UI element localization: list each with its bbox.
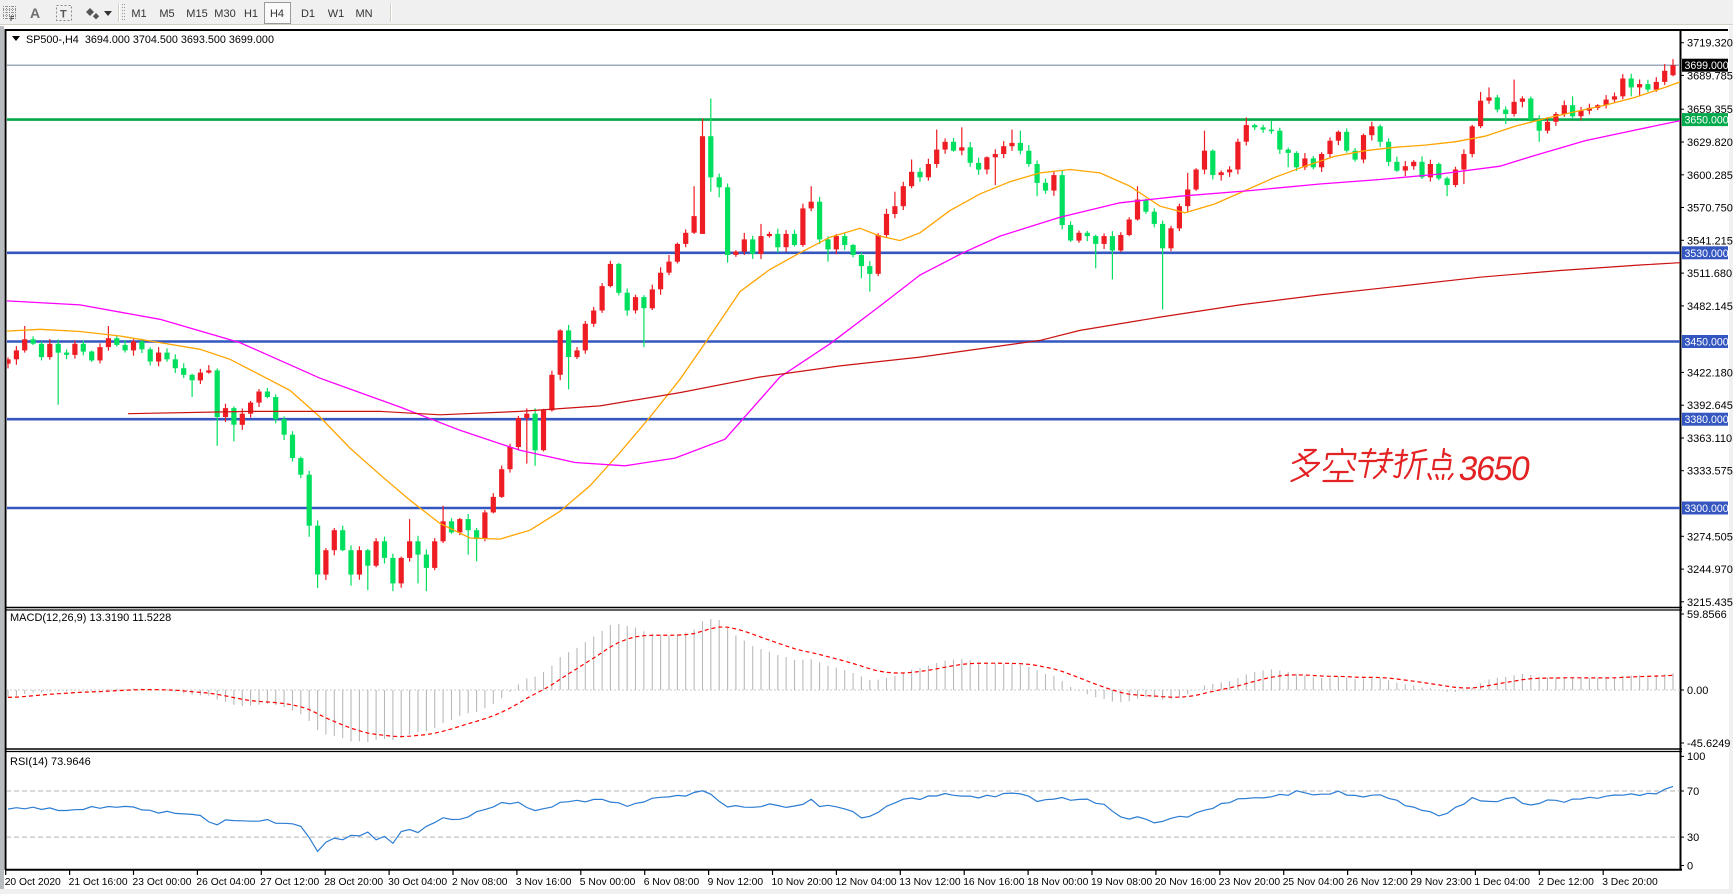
svg-text:26 Nov 12:00: 26 Nov 12:00 (1347, 877, 1409, 888)
svg-text:MN: MN (355, 8, 372, 20)
svg-text:3244.970: 3244.970 (1687, 564, 1733, 576)
svg-text:5 Nov 00:00: 5 Nov 00:00 (580, 877, 636, 888)
svg-text:9 Nov 12:00: 9 Nov 12:00 (708, 877, 764, 888)
svg-text:20 Oct 2020: 20 Oct 2020 (5, 877, 61, 888)
svg-text:3530.000: 3530.000 (1685, 248, 1729, 260)
svg-text:3600.285: 3600.285 (1687, 170, 1733, 182)
svg-text:23 Nov 20:00: 23 Nov 20:00 (1219, 877, 1281, 888)
svg-text:3215.435: 3215.435 (1687, 597, 1733, 609)
svg-text:M5: M5 (159, 8, 174, 20)
svg-text:0.00: 0.00 (1687, 685, 1708, 697)
svg-text:3422.180: 3422.180 (1687, 367, 1733, 379)
svg-text:100: 100 (1687, 751, 1705, 763)
svg-text:A: A (30, 5, 40, 21)
svg-text:M1: M1 (131, 8, 146, 20)
svg-text:3650: 3650 (1457, 450, 1532, 488)
svg-text:3650.000: 3650.000 (1685, 115, 1729, 127)
svg-text:M15: M15 (186, 8, 207, 20)
svg-text:T: T (60, 9, 67, 21)
svg-text:3541.215: 3541.215 (1687, 235, 1733, 247)
svg-text:23 Oct 00:00: 23 Oct 00:00 (133, 877, 192, 888)
svg-text:20 Nov 16:00: 20 Nov 16:00 (1155, 877, 1217, 888)
svg-text:16 Nov 16:00: 16 Nov 16:00 (963, 877, 1025, 888)
svg-text:F: F (10, 16, 15, 23)
svg-text:18 Nov 00:00: 18 Nov 00:00 (1027, 877, 1089, 888)
svg-text:21 Oct 16:00: 21 Oct 16:00 (69, 877, 128, 888)
svg-text:30 Oct 04:00: 30 Oct 04:00 (388, 877, 447, 888)
svg-text:3274.505: 3274.505 (1687, 531, 1733, 543)
svg-text:27 Oct 12:00: 27 Oct 12:00 (260, 877, 319, 888)
svg-text:RSI(14) 73.9646: RSI(14) 73.9646 (10, 756, 91, 768)
svg-text:D1: D1 (301, 8, 315, 20)
svg-text:25 Nov 04:00: 25 Nov 04:00 (1283, 877, 1345, 888)
svg-text:-45.6249: -45.6249 (1687, 738, 1730, 750)
svg-text:W1: W1 (328, 8, 345, 20)
svg-text:3629.820: 3629.820 (1687, 137, 1733, 149)
svg-text:30: 30 (1687, 832, 1699, 844)
svg-text:3450.000: 3450.000 (1685, 337, 1729, 349)
svg-text:3511.680: 3511.680 (1687, 268, 1732, 280)
svg-text:1 Dec 04:00: 1 Dec 04:00 (1474, 877, 1530, 888)
svg-text:3 Nov 16:00: 3 Nov 16:00 (516, 877, 572, 888)
svg-text:SP500-,H4 3694.000 3704.500 3: SP500-,H4 3694.000 3704.500 3693.500 369… (26, 34, 274, 46)
svg-text:59.8566: 59.8566 (1687, 609, 1727, 621)
svg-text:M30: M30 (214, 8, 235, 20)
svg-text:2 Nov 08:00: 2 Nov 08:00 (452, 877, 508, 888)
svg-text:19 Nov 08:00: 19 Nov 08:00 (1091, 877, 1153, 888)
svg-text:29 Nov 23:00: 29 Nov 23:00 (1411, 877, 1473, 888)
svg-text:6 Nov 08:00: 6 Nov 08:00 (644, 877, 700, 888)
svg-text:3570.750: 3570.750 (1687, 203, 1733, 215)
svg-text:13 Nov 12:00: 13 Nov 12:00 (899, 877, 961, 888)
svg-text:H4: H4 (270, 8, 284, 20)
svg-text:28 Oct 20:00: 28 Oct 20:00 (324, 877, 383, 888)
svg-text:0: 0 (1687, 860, 1693, 872)
svg-text:3392.645: 3392.645 (1687, 400, 1733, 412)
svg-text:3 Dec 20:00: 3 Dec 20:00 (1602, 877, 1658, 888)
svg-text:3482.145: 3482.145 (1687, 301, 1733, 313)
svg-text:26 Oct 04:00: 26 Oct 04:00 (196, 877, 255, 888)
svg-text:70: 70 (1687, 786, 1699, 798)
svg-text:3689.785: 3689.785 (1687, 70, 1733, 82)
svg-text:3699.000: 3699.000 (1685, 60, 1729, 72)
svg-text:MACD(12,26,9) 13.3190 11.5228: MACD(12,26,9) 13.3190 11.5228 (10, 612, 171, 624)
svg-text:2 Dec 12:00: 2 Dec 12:00 (1538, 877, 1594, 888)
svg-text:12 Nov 04:00: 12 Nov 04:00 (835, 877, 897, 888)
svg-text:3333.575: 3333.575 (1687, 466, 1733, 478)
svg-text:3380.000: 3380.000 (1685, 414, 1729, 426)
svg-text:H1: H1 (244, 8, 258, 20)
svg-text:3300.000: 3300.000 (1685, 503, 1729, 515)
svg-text:10 Nov 20:00: 10 Nov 20:00 (772, 877, 834, 888)
svg-text:3719.320: 3719.320 (1687, 38, 1733, 50)
svg-text:3363.110: 3363.110 (1687, 433, 1732, 445)
